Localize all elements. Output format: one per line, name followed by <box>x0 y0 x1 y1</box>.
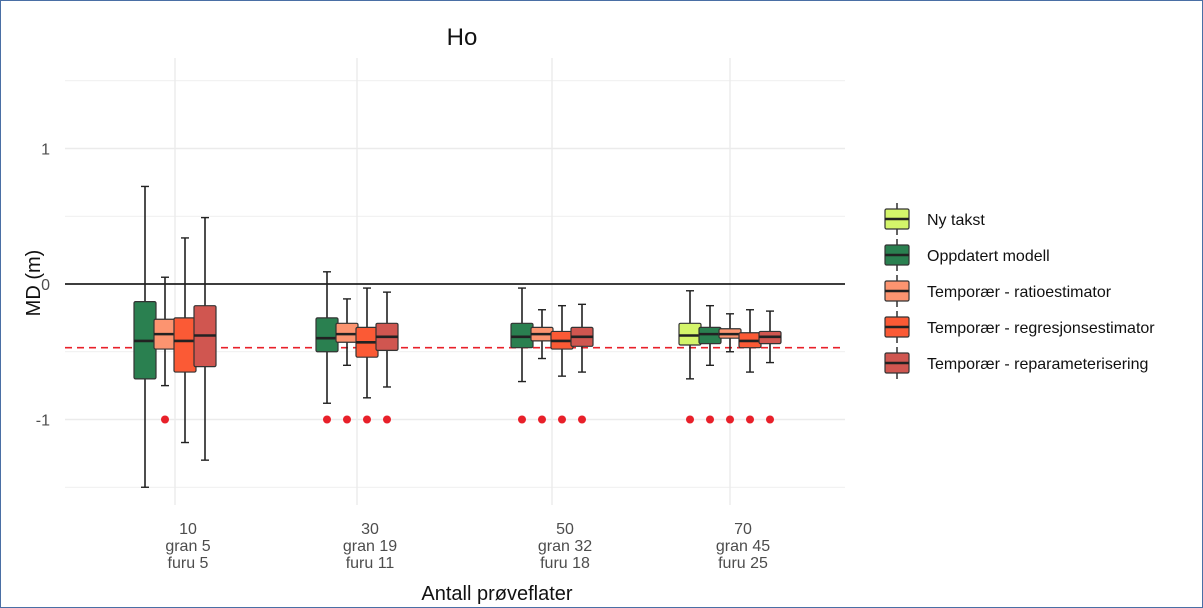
marker-point <box>363 415 371 424</box>
marker-point <box>538 415 546 424</box>
x-tick-label: gran 32 <box>538 538 592 555</box>
legend-item: Temporær - regresjonsestimator <box>884 311 1155 343</box>
box-body <box>173 317 197 373</box>
box-50-4 <box>570 303 594 373</box>
box-50-1 <box>510 287 534 383</box>
box-10-3 <box>173 237 197 444</box>
box-body <box>678 322 702 346</box>
x-tick-label: gran 19 <box>343 538 397 555</box>
x-tick-label: gran 5 <box>165 538 210 555</box>
marker-point <box>706 415 714 424</box>
y-tick-label: 0 <box>41 277 50 294</box>
box-body <box>315 317 339 353</box>
box-50-3 <box>550 304 574 377</box>
marker-point <box>343 415 351 424</box>
box-70-4 <box>758 310 782 364</box>
x-tick-label: gran 45 <box>716 538 770 555</box>
box-body <box>698 326 722 345</box>
legend-label: Temporær - regresjonsestimator <box>927 320 1155 337</box>
marker-point <box>161 415 169 424</box>
legend-item: Temporær - ratioestimator <box>884 275 1112 307</box>
marker-point <box>726 415 734 424</box>
box-70-0 <box>678 290 702 380</box>
marker-point <box>578 415 586 424</box>
marker-point <box>766 415 774 424</box>
marker-point <box>518 415 526 424</box>
y-tick-labels: 1 0 -1 <box>36 142 50 430</box>
legend-item: Temporær - reparameterisering <box>884 347 1148 379</box>
box-30-2 <box>335 298 359 366</box>
box-70-2 <box>718 313 742 353</box>
box-50-2 <box>530 309 554 360</box>
box-30-4 <box>375 291 399 388</box>
marker-point <box>558 415 566 424</box>
marker-point <box>746 415 754 424</box>
box-10-1 <box>133 185 157 488</box>
x-tick-label: furu 25 <box>718 555 768 572</box>
marker-point <box>686 415 694 424</box>
box-70-1 <box>698 304 722 366</box>
legend-label: Ny takst <box>927 212 985 229</box>
legend-label: Oppdatert modell <box>927 248 1050 265</box>
y-tick-label: 1 <box>41 142 50 159</box>
legend: Ny takst Oppdatert modell Temporær - ratio… <box>884 203 1155 379</box>
box-body <box>335 322 359 343</box>
box-70-3 <box>738 309 762 373</box>
legend-item: Oppdatert modell <box>884 239 1050 271</box>
x-tick-label: 10 <box>179 521 197 538</box>
box-30-3 <box>355 287 379 399</box>
legend-label: Temporær - ratioestimator <box>927 284 1112 301</box>
box-10-2 <box>153 276 177 387</box>
y-tick-label: -1 <box>36 413 50 430</box>
box-10-4 <box>193 216 217 461</box>
x-tick-label: furu 11 <box>346 555 395 572</box>
boxes-layer <box>133 185 782 488</box>
x-tick-label: 50 <box>556 521 574 538</box>
box-body <box>510 322 534 349</box>
grid-lines <box>65 58 845 505</box>
x-tick-label: 30 <box>361 521 379 538</box>
x-tick-label: 70 <box>734 521 752 538</box>
reference-lines <box>65 283 845 349</box>
box-30-1 <box>315 271 339 404</box>
marker-point <box>383 415 391 424</box>
legend-label: Temporær - reparameterisering <box>927 356 1148 373</box>
marker-point <box>323 415 331 424</box>
x-tick-label: furu 5 <box>168 555 209 572</box>
x-tick-label: furu 18 <box>540 555 590 572</box>
chart-title: Ho <box>447 24 478 51</box>
y-axis-label: MD (m) <box>23 250 45 317</box>
x-axis-label: Antall prøveflater <box>421 583 573 605</box>
markers-layer <box>161 415 774 424</box>
legend-item: Ny takst <box>884 203 985 235</box>
